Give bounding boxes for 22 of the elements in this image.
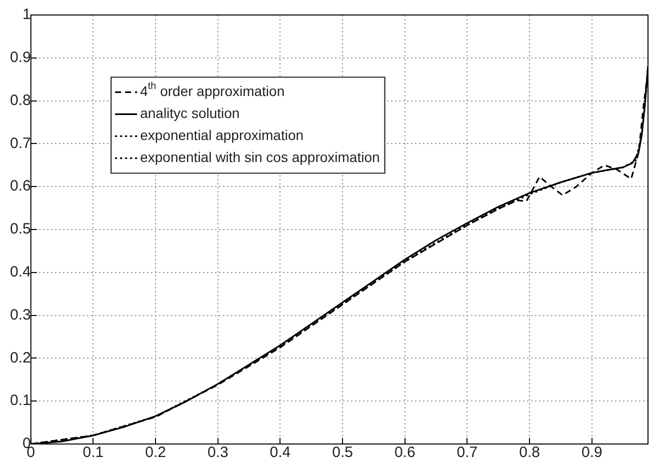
y-tick-label: 0.7 bbox=[10, 134, 31, 152]
y-tick-label: 0.5 bbox=[10, 220, 31, 238]
x-tick-label: 0.8 bbox=[519, 444, 540, 462]
y-tick-label: 0.6 bbox=[10, 178, 31, 195]
x-tick-label: 0.5 bbox=[332, 444, 353, 462]
x-tick-label: 0.2 bbox=[145, 444, 166, 462]
x-tick-label: 0.9 bbox=[581, 444, 602, 462]
y-tick-label: 0.2 bbox=[10, 349, 31, 366]
y-tick-label: 0.4 bbox=[10, 264, 31, 281]
x-tick-label: 0.1 bbox=[82, 444, 104, 462]
legend-label: exponential with sin cos approximation bbox=[140, 149, 380, 166]
y-tick-label: 0.3 bbox=[10, 306, 31, 324]
x-tick-label: 0.3 bbox=[207, 444, 228, 462]
x-tick-label: 0.4 bbox=[270, 444, 291, 462]
x-tick-label: 0.7 bbox=[456, 444, 478, 462]
y-tick-label: 1 bbox=[22, 6, 31, 24]
y-tick-label: 0.9 bbox=[10, 49, 31, 66]
x-tick-label: 0.6 bbox=[394, 444, 416, 462]
y-tick-label: 0.1 bbox=[10, 392, 31, 410]
legend-label: exponential approximation bbox=[140, 127, 304, 144]
y-tick-label: 0.8 bbox=[10, 92, 31, 109]
legend-label: analityc solution bbox=[140, 105, 240, 122]
